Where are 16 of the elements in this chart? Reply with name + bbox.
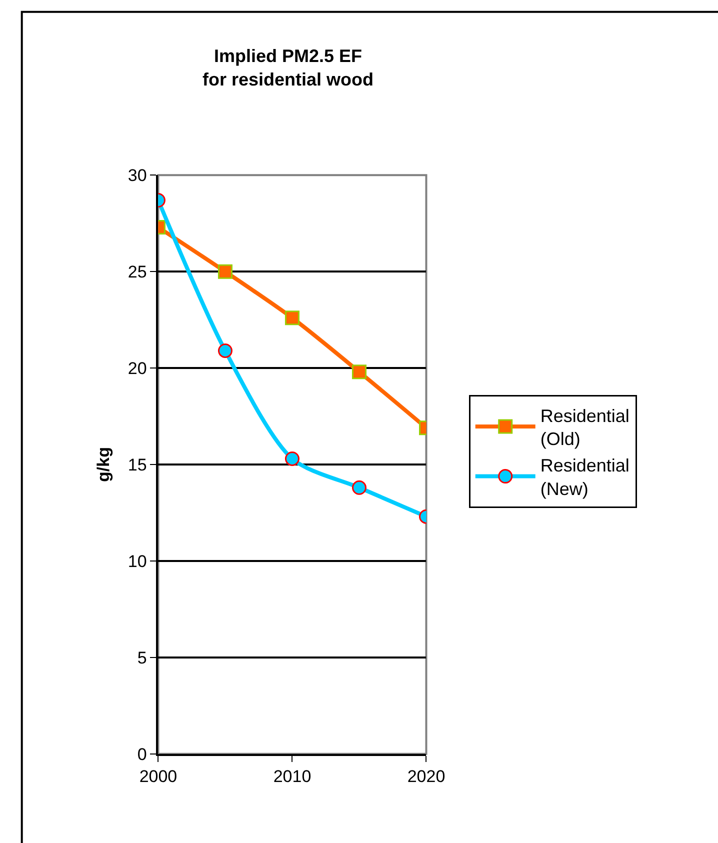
x-tick-label: 2010 <box>273 767 312 786</box>
point <box>284 310 300 326</box>
chart-title: Implied PM2.5 EF for residential wood <box>202 46 374 90</box>
y-axis-title: g/kg <box>94 447 113 482</box>
point <box>284 451 300 466</box>
y-tick-label: 5 <box>137 648 147 668</box>
y-tick-label: 30 <box>128 166 147 186</box>
x-tick-label: 2020 <box>407 767 446 786</box>
legend-label: Residential (Old) <box>540 406 630 450</box>
y-tick-label: 15 <box>128 455 147 474</box>
y-tick-label: 0 <box>137 744 147 764</box>
x-tick-label: 2000 <box>139 767 178 786</box>
y-tick-label: 25 <box>128 262 147 282</box>
legend-label: Residential (New) <box>540 456 630 500</box>
y-tick-label: 10 <box>128 552 147 571</box>
y-tick-label: 20 <box>128 359 147 378</box>
